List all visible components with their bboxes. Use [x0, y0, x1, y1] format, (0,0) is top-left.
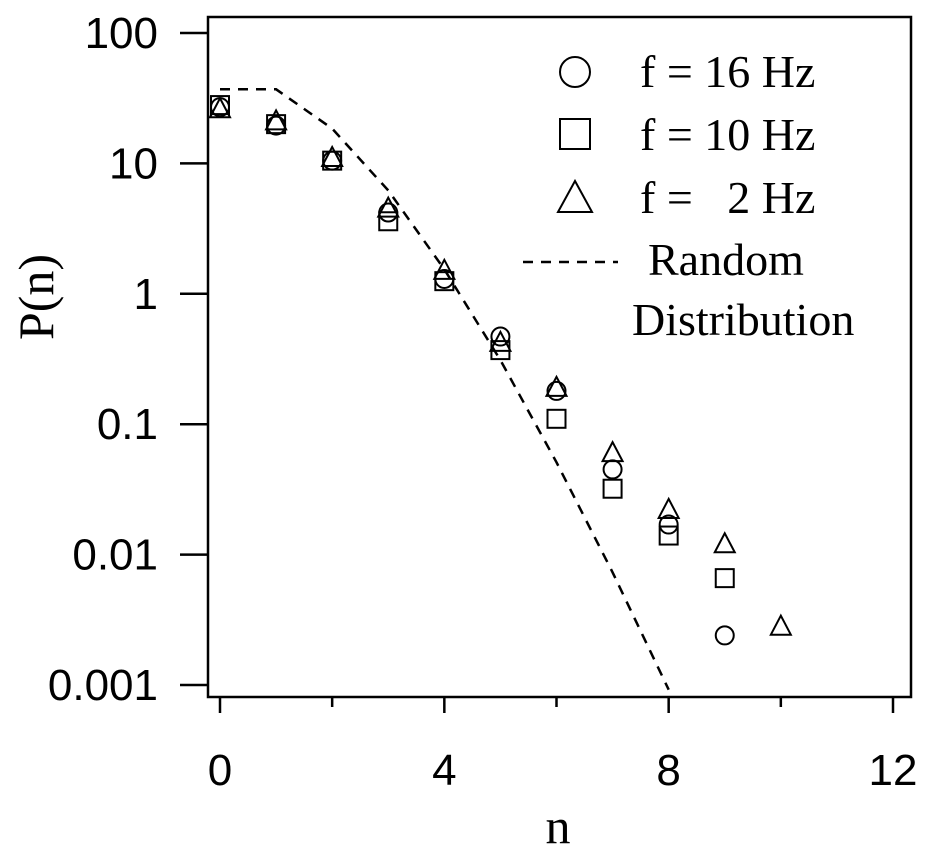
legend-label-10hz: f = 10 Hz — [640, 109, 815, 160]
point-16hz — [658, 514, 679, 535]
legend-label-2hz: f = 2 Hz — [640, 172, 815, 223]
point-16hz — [602, 459, 623, 480]
point-2hz — [488, 329, 513, 352]
x-axis-ticks: 0 4 8 12 — [208, 697, 918, 795]
point-2hz — [432, 257, 456, 280]
y-tick-label: 10 — [109, 139, 158, 188]
x-tick-label: 4 — [432, 746, 456, 795]
point-10hz — [602, 478, 623, 499]
y-axis-title: P(n) — [8, 254, 64, 340]
point-2hz — [657, 496, 681, 519]
legend-label-16hz: f = 16 Hz — [640, 46, 815, 97]
legend-label-random: Random — [648, 234, 804, 285]
point-10hz — [378, 211, 399, 232]
point-16hz — [714, 625, 735, 646]
y-tick-label: 0.1 — [97, 400, 158, 449]
data-markers — [208, 95, 793, 646]
legend-label-distribution: Distribution — [632, 294, 854, 345]
point-2hz — [208, 96, 232, 119]
point-2hz — [769, 613, 793, 636]
point-10hz — [658, 525, 679, 546]
plot-frame — [206, 15, 913, 699]
point-16hz — [546, 380, 567, 401]
point-2hz — [544, 374, 569, 397]
y-tick-label: 100 — [85, 9, 158, 58]
x-tick-label: 0 — [208, 746, 232, 795]
x-tick-label: 8 — [656, 746, 680, 795]
legend-triangle-marker — [556, 178, 594, 213]
point-10hz — [714, 568, 735, 589]
point-10hz — [546, 408, 567, 429]
point-2hz — [320, 144, 344, 168]
point-10hz — [322, 150, 343, 171]
y-tick-label: 1 — [134, 270, 158, 319]
point-2hz — [713, 531, 737, 554]
random-distribution-line — [220, 88, 670, 691]
point-16hz — [266, 115, 287, 136]
legend: f = 16 Hz f = 10 Hz f = 2 Hz Random Dist… — [523, 46, 854, 345]
point-2hz — [264, 108, 288, 131]
point-2hz — [600, 439, 625, 463]
point-16hz — [490, 326, 511, 347]
x-tick-label: 12 — [869, 746, 918, 795]
point-10hz — [434, 271, 455, 292]
point-2hz — [376, 195, 400, 218]
point-10hz — [210, 95, 230, 116]
legend-square-marker — [559, 118, 591, 150]
legend-circle-marker — [559, 56, 591, 88]
y-axis-ticks: 100 10 1 0.1 0.01 0.001 — [48, 9, 208, 710]
y-tick-label: 0.001 — [48, 661, 158, 710]
x-axis-title: n — [546, 798, 571, 850]
point-10hz — [266, 114, 287, 135]
y-tick-label: 0.01 — [72, 531, 158, 580]
